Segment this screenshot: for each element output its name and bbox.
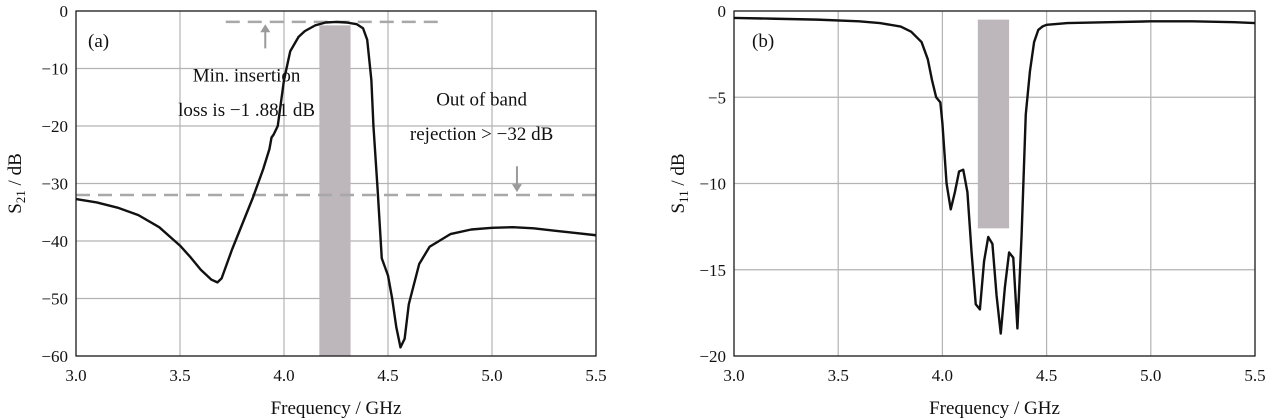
panel-a-y-tick-label-1: −10 bbox=[41, 60, 68, 79]
panel-a-y-tick-label-6: −60 bbox=[41, 347, 68, 366]
panel-a-x-tick-label-1: 3.5 bbox=[169, 366, 190, 385]
panel-a-panel-label: (a) bbox=[88, 31, 109, 52]
panel-b-y-axis-label: S11 / dB bbox=[668, 153, 691, 213]
panel-b-x-tick-label-3: 4.5 bbox=[1036, 366, 1057, 385]
panel-b-panel-label: (b) bbox=[752, 31, 774, 52]
panel-a-series-line-0 bbox=[75, 20, 597, 349]
panel-a-y-axis-label: S21 / dB bbox=[5, 153, 28, 214]
panel-a-annotation-0: Min. insertion bbox=[193, 66, 301, 87]
panel-b-x-tick-label-1: 3.5 bbox=[828, 366, 849, 385]
panel-b-y-tick-label-3: −15 bbox=[699, 261, 726, 280]
panel-b-y-tick-label-0: 0 bbox=[718, 2, 727, 21]
panel-b-y-tick-label-4: −20 bbox=[699, 347, 726, 366]
panel-b-x-axis-label: Frequency / GHz bbox=[929, 398, 1060, 419]
panel-a-x-tick-label-4: 5.0 bbox=[481, 366, 502, 385]
panel-b-y-tick-label-1: −5 bbox=[708, 88, 726, 107]
panel-b-x-tick-label-2: 4.0 bbox=[932, 366, 953, 385]
chart-panel-b: 3.0 3.5 4.0 4.5 5.0 5.5 0 −5 −10 −15 −20 Frequency … bbox=[668, 2, 1265, 419]
panel-a-annotation-3: rejection > −32 dB bbox=[410, 124, 553, 145]
panel-a-passband-highlight bbox=[319, 25, 351, 356]
panel-b-x-tick-label-0: 3.0 bbox=[723, 366, 744, 385]
panel-b-passband-highlight bbox=[977, 19, 1010, 229]
panel-a-y-tick-label-2: −20 bbox=[41, 117, 68, 136]
panel-b-x-tick-label-4: 5.0 bbox=[1140, 366, 1161, 385]
panel-a-annotation-1: loss is −1 .881 dB bbox=[178, 100, 315, 121]
panel-b-y-tick-label-2: −10 bbox=[699, 175, 726, 194]
panel-a-arrow-head-1 bbox=[511, 184, 522, 193]
panel-a-y-tick-label-5: −50 bbox=[41, 290, 68, 309]
panel-b-plot-frame bbox=[733, 10, 1256, 357]
panel-a-x-axis-label: Frequency / GHz bbox=[271, 398, 402, 419]
panel-a-arrow-head-0 bbox=[260, 24, 271, 33]
panel-a-x-tick-label-0: 3.0 bbox=[65, 366, 86, 385]
panel-b-x-tick-label-5: 5.5 bbox=[1244, 366, 1265, 385]
chart-panel-a: 3.0 3.5 4.0 4.5 5.0 5.5 0 −10 −20 −30 −40 −50 −60 Fre… bbox=[5, 2, 606, 419]
panel-a-y-tick-label-3: −30 bbox=[41, 175, 68, 194]
panel-a-x-tick-label-5: 5.5 bbox=[585, 366, 606, 385]
panel-b-series-line-0 bbox=[733, 16, 1256, 335]
panel-a-x-tick-label-3: 4.5 bbox=[377, 366, 398, 385]
panel-a-x-tick-label-2: 4.0 bbox=[273, 366, 294, 385]
panel-a-annotation-2: Out of band bbox=[436, 89, 527, 110]
panel-a-plot-frame bbox=[75, 10, 597, 357]
panel-a-y-tick-label-0: 0 bbox=[60, 2, 69, 21]
panel-a-y-tick-label-4: −40 bbox=[41, 232, 68, 251]
